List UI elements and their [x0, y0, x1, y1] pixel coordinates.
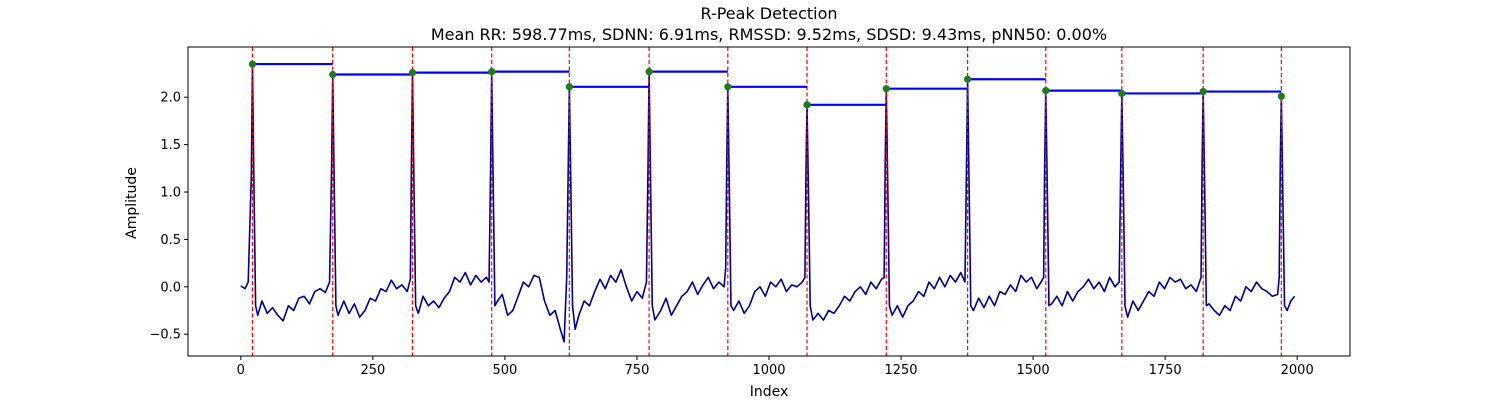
peak-point — [645, 68, 653, 76]
x-tick-label: 750 — [625, 363, 650, 378]
peak-point — [1277, 92, 1285, 100]
x-axis-label: Index — [750, 384, 789, 400]
y-tick-label: 0.0 — [160, 280, 181, 295]
peak-point — [803, 101, 811, 109]
y-tick-label: 1.5 — [160, 138, 181, 153]
chart-title: R-Peak Detection — [700, 4, 837, 23]
x-tick-label: 500 — [492, 363, 517, 378]
y-tick-label: 1.0 — [160, 186, 181, 201]
y-tick-label: −0.5 — [149, 328, 181, 343]
axes: 0 250 500 750 1000 1250 1500 1750 2000 −0.5 0.0 0.5… — [149, 91, 1313, 378]
x-tick-label: 1250 — [884, 363, 917, 378]
peak-point — [329, 70, 337, 79]
y-axis-label: Amplitude — [124, 167, 140, 239]
peak-point — [963, 75, 972, 83]
chart-subtitle: Mean RR: 598.77ms, SDNN: 6.91ms, RMSSD: … — [431, 25, 1107, 44]
x-tick-label: 1750 — [1149, 363, 1182, 378]
x-tick-label: 2000 — [1281, 363, 1314, 378]
x-tick-label: 250 — [360, 363, 385, 378]
peak-point — [1199, 87, 1207, 96]
signal-line — [240, 63, 1296, 343]
x-tick-label: 1000 — [752, 363, 785, 378]
y-tick-label: 0.5 — [160, 233, 181, 248]
x-tick-label: 0 — [237, 363, 245, 378]
peak-point — [882, 85, 890, 93]
plot-area — [240, 47, 1296, 356]
y-tick-label: 2.0 — [160, 91, 181, 106]
x-tick-label: 1500 — [1017, 363, 1050, 378]
peak-point — [1042, 87, 1050, 95]
peak-point — [408, 68, 417, 77]
peak-point — [248, 60, 257, 68]
peak-point — [565, 83, 573, 91]
peak-point — [724, 83, 732, 91]
peak-point — [488, 68, 496, 76]
peak-point — [1118, 89, 1126, 98]
